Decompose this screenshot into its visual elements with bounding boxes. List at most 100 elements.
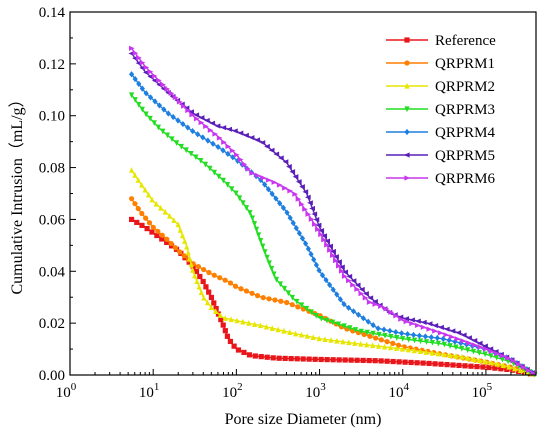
- data-point-qrprm4: [375, 325, 381, 332]
- data-point-qrprm5: [342, 269, 349, 275]
- data-point-qrprm3: [188, 150, 194, 157]
- data-point-qrprm5: [438, 324, 444, 330]
- legend-item-reference: Reference: [386, 33, 496, 49]
- data-point-qrprm1: [278, 298, 284, 304]
- data-point-reference: [444, 362, 450, 368]
- y-tick-label: 0.02: [39, 316, 65, 332]
- legend-item-qrprm4: QRPRM4: [386, 125, 496, 141]
- data-point-reference: [159, 236, 165, 242]
- data-point-qrprm5: [278, 155, 284, 161]
- x-tick-label: 104: [388, 381, 409, 401]
- data-point-qrprm6: [172, 94, 179, 101]
- data-point-qrprm2: [185, 249, 191, 256]
- data-point-reference: [288, 355, 294, 362]
- data-point-qrprm3: [193, 154, 199, 161]
- data-point-qrprm2: [476, 357, 483, 364]
- data-point-qrprm3: [352, 327, 359, 333]
- data-point-qrprm2: [228, 316, 234, 323]
- data-point-qrprm6: [128, 45, 135, 51]
- legend-label: QRPRM2: [435, 79, 495, 95]
- data-point-qrprm5: [333, 254, 339, 260]
- data-point-qrprm3: [255, 232, 262, 239]
- data-point-qrprm5: [311, 211, 318, 217]
- data-point-qrprm3: [394, 335, 400, 341]
- data-point-qrprm4: [277, 200, 283, 207]
- data-point-qrprm6: [499, 353, 506, 359]
- x-tick-label: 100: [56, 381, 77, 401]
- data-point-qrprm1: [254, 293, 261, 299]
- data-point-reference: [396, 359, 402, 365]
- data-point-qrprm2: [334, 337, 340, 344]
- data-point-reference: [384, 358, 390, 364]
- data-point-qrprm6: [265, 177, 272, 183]
- data-point-qrprm6: [249, 170, 256, 176]
- data-point-reference: [342, 357, 348, 363]
- data-point-qrprm6: [525, 367, 532, 373]
- series-reference: [128, 216, 537, 377]
- data-point-qrprm6: [449, 334, 455, 340]
- data-point-qrprm5: [289, 169, 296, 175]
- data-point-qrprm6: [338, 268, 345, 274]
- data-point-qrprm2: [201, 294, 207, 301]
- data-point-qrprm6: [426, 326, 433, 332]
- data-point-qrprm4: [290, 219, 296, 227]
- data-point-qrprm6: [327, 247, 333, 253]
- data-point-qrprm6: [494, 350, 500, 357]
- data-point-qrprm5: [268, 147, 275, 153]
- data-point-qrprm4: [156, 102, 163, 109]
- data-point-qrprm6: [260, 175, 267, 181]
- data-point-qrprm1: [181, 253, 187, 259]
- data-point-reference: [300, 356, 306, 362]
- data-point-qrprm2: [246, 320, 252, 326]
- data-point-qrprm1: [128, 196, 135, 202]
- legend-label: Reference: [435, 33, 496, 49]
- legend-label: QRPRM1: [435, 56, 495, 72]
- data-point-qrprm1: [195, 264, 202, 270]
- data-point-qrprm3: [143, 111, 149, 118]
- data-point-qrprm4: [293, 225, 299, 232]
- data-point-qrprm4: [147, 94, 154, 101]
- data-point-qrprm4: [143, 90, 149, 97]
- data-point-qrprm3: [211, 169, 217, 176]
- data-point-qrprm3: [335, 321, 342, 328]
- data-point-qrprm5: [307, 200, 313, 206]
- data-point-qrprm3: [330, 319, 336, 326]
- data-point-qrprm3: [364, 329, 370, 336]
- data-point-reference: [408, 359, 414, 366]
- data-point-qrprm4: [280, 204, 287, 212]
- data-point-qrprm5: [193, 112, 200, 118]
- data-point-qrprm5: [327, 243, 333, 249]
- data-point-reference: [438, 361, 444, 367]
- data-point-qrprm2: [269, 325, 275, 331]
- data-point-qrprm1: [132, 201, 138, 207]
- x-tick-label: 102: [222, 381, 243, 401]
- data-point-qrprm2: [196, 283, 202, 290]
- data-point-qrprm3: [308, 309, 314, 316]
- data-point-qrprm6: [305, 211, 312, 217]
- data-point-qrprm6: [409, 320, 416, 327]
- data-point-qrprm3: [155, 124, 161, 131]
- data-point-qrprm3: [423, 339, 430, 345]
- data-point-qrprm1: [378, 337, 384, 343]
- data-point-qrprm4: [370, 322, 376, 329]
- data-point-qrprm2: [316, 335, 322, 342]
- data-point-qrprm5: [449, 328, 456, 334]
- data-point-reference: [218, 316, 224, 323]
- data-point-reference: [312, 356, 318, 362]
- data-point-qrprm5: [330, 248, 336, 255]
- data-point-qrprm6: [216, 135, 223, 141]
- x-tick-label: 103: [305, 381, 326, 401]
- data-point-reference: [208, 294, 215, 301]
- data-point-qrprm4: [416, 332, 423, 339]
- data-point-qrprm3: [411, 337, 418, 344]
- data-point-qrprm2: [352, 340, 358, 346]
- data-point-qrprm4: [128, 71, 135, 78]
- data-point-qrprm5: [304, 194, 311, 200]
- data-point-qrprm4: [273, 195, 279, 202]
- data-point-qrprm5: [482, 343, 488, 349]
- data-point-qrprm6: [198, 119, 205, 126]
- legend-marker: [404, 37, 410, 43]
- data-point-qrprm3: [470, 348, 477, 355]
- legend-label: QRPRM3: [435, 102, 495, 118]
- data-point-qrprm2: [263, 323, 269, 330]
